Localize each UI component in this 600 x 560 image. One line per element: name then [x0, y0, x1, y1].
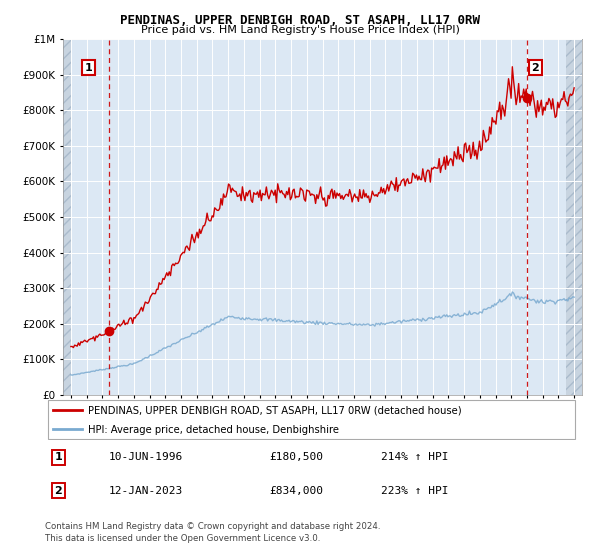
Bar: [566, 39, 582, 395]
Bar: [63, 39, 71, 395]
Text: 2: 2: [55, 486, 62, 496]
Text: £180,500: £180,500: [269, 452, 323, 462]
Text: Price paid vs. HM Land Registry's House Price Index (HPI): Price paid vs. HM Land Registry's House …: [140, 25, 460, 35]
Text: HPI: Average price, detached house, Denbighshire: HPI: Average price, detached house, Denb…: [88, 424, 339, 435]
Text: 10-JUN-1996: 10-JUN-1996: [109, 452, 184, 462]
Text: Contains HM Land Registry data © Crown copyright and database right 2024.
This d: Contains HM Land Registry data © Crown c…: [45, 522, 380, 543]
Text: 1: 1: [85, 63, 92, 73]
Text: 12-JAN-2023: 12-JAN-2023: [109, 486, 184, 496]
Text: PENDINAS, UPPER DENBIGH ROAD, ST ASAPH, LL17 0RW (detached house): PENDINAS, UPPER DENBIGH ROAD, ST ASAPH, …: [88, 406, 461, 416]
Text: 1: 1: [55, 452, 62, 462]
Text: £834,000: £834,000: [269, 486, 323, 496]
FancyBboxPatch shape: [47, 400, 575, 439]
Text: 223% ↑ HPI: 223% ↑ HPI: [382, 486, 449, 496]
Text: PENDINAS, UPPER DENBIGH ROAD, ST ASAPH, LL17 0RW: PENDINAS, UPPER DENBIGH ROAD, ST ASAPH, …: [120, 14, 480, 27]
Text: 2: 2: [532, 63, 539, 73]
Text: 214% ↑ HPI: 214% ↑ HPI: [382, 452, 449, 462]
